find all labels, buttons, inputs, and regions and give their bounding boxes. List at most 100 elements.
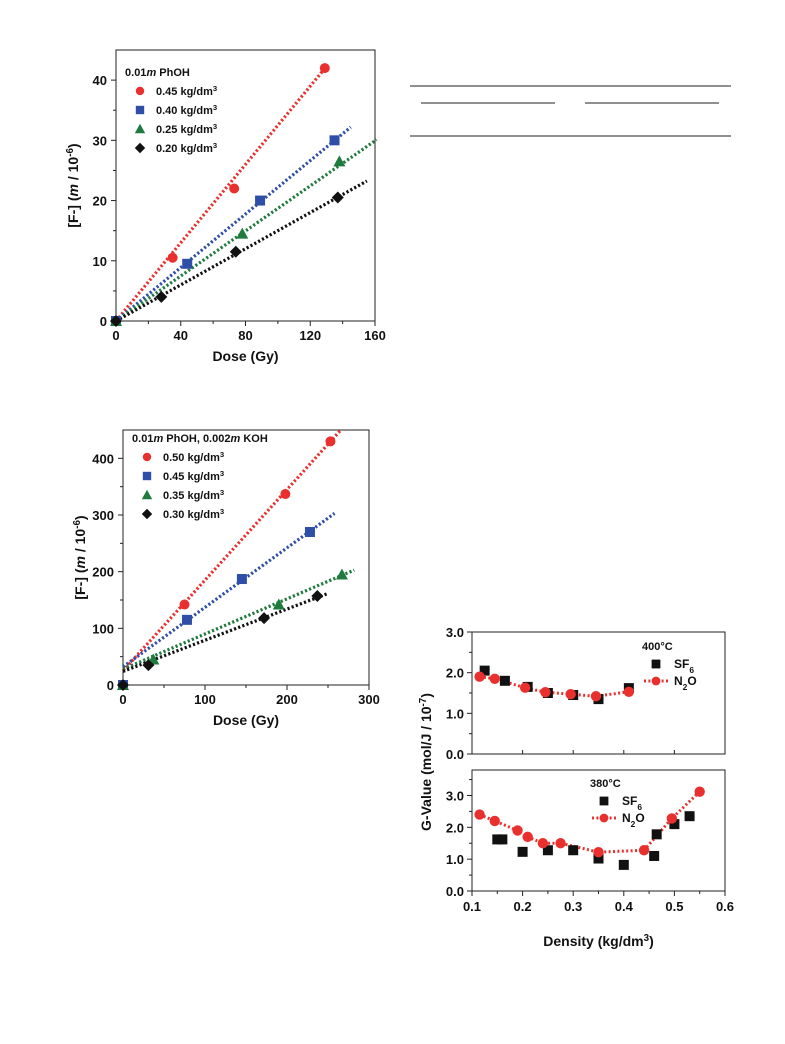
data-point	[638, 845, 650, 856]
data-point	[229, 183, 240, 194]
x-tick-label: 40	[174, 328, 188, 343]
data-point	[669, 819, 680, 830]
x-tick-label: 0	[119, 692, 126, 707]
legend-label: 0.25 kg/dm3	[156, 122, 217, 137]
data-point	[117, 679, 129, 691]
y-tick-label: 0	[100, 314, 107, 329]
legend-marker	[134, 142, 146, 154]
y-axis-label: [F-] (m / 10-6)	[72, 515, 89, 599]
data-point	[182, 258, 193, 269]
x-axis-label: Dose (Gy)	[213, 712, 279, 728]
legend-label: 0.45 kg/dm3	[163, 469, 224, 484]
data-point	[684, 811, 695, 822]
data-point	[593, 846, 604, 858]
data-point	[497, 834, 508, 845]
y-tick-label: 400	[92, 451, 114, 466]
data-point	[142, 659, 155, 672]
data-point	[479, 665, 490, 676]
data-point	[304, 527, 315, 537]
data-point	[110, 315, 122, 327]
data-point	[280, 489, 291, 500]
legend-marker	[141, 489, 153, 500]
legend-title: 0.01m PhOH	[125, 67, 190, 79]
x-tick-label: 0.1	[463, 899, 481, 914]
fit-line	[114, 67, 327, 323]
data-point	[542, 845, 553, 856]
data-point	[474, 809, 485, 820]
x-axis-label: Density (kg/dm3)	[543, 933, 653, 950]
y-axis-label: [F-] (m / 10-6)	[65, 143, 82, 227]
data-point	[540, 686, 551, 698]
legend-marker	[651, 676, 661, 686]
data-point	[537, 838, 549, 849]
data-point	[522, 831, 533, 843]
legend-marker	[651, 659, 661, 669]
data-point	[666, 813, 678, 824]
plot-frame	[122, 429, 370, 686]
x-tick-label: 0	[112, 328, 119, 343]
data-point	[331, 191, 344, 204]
y-tick-label: 100	[92, 621, 114, 636]
data-point	[258, 612, 271, 625]
data-point	[651, 829, 662, 840]
x-tick-label: 300	[358, 692, 380, 707]
data-point	[311, 590, 324, 603]
data-point	[499, 675, 510, 686]
fit-line	[115, 179, 368, 323]
legend-marker	[142, 471, 152, 481]
y-tick-label: 200	[92, 565, 114, 580]
data-point	[512, 825, 523, 836]
data-point	[236, 227, 249, 239]
data-point	[236, 574, 247, 585]
x-tick-label: 120	[299, 328, 321, 343]
data-point	[255, 195, 266, 206]
panel-label: 380°C	[590, 778, 621, 790]
data-point	[329, 135, 340, 146]
data-point	[181, 614, 192, 625]
y-tick-label: 10	[93, 254, 107, 269]
plot-frame	[115, 49, 376, 322]
legend-marker	[135, 105, 145, 115]
x-tick-label: 0.2	[514, 899, 532, 914]
data-point	[593, 853, 604, 864]
x-tick-label: 160	[364, 328, 386, 343]
fit-line	[122, 512, 336, 669]
y-tick-label: 2.0	[446, 666, 464, 681]
data-point	[517, 846, 528, 857]
x-tick-label: 0.5	[665, 899, 683, 914]
data-point	[489, 673, 500, 684]
y-tick-label: 1.0	[446, 852, 464, 867]
data-point	[618, 859, 629, 870]
legend-label: SF6	[674, 657, 694, 675]
data-point	[179, 599, 190, 610]
y-tick-label: 1.0	[446, 706, 464, 721]
y-axis-label: G-Value (mol/J / 10-7)	[418, 693, 435, 831]
y-tick-label: 300	[92, 508, 114, 523]
data-point	[229, 245, 242, 258]
legend-label: 0.20 kg/dm3	[156, 141, 217, 156]
legend-label: 0.35 kg/dm3	[163, 488, 224, 503]
data-point	[565, 689, 576, 700]
data-point	[333, 155, 346, 167]
legend-label: N2O	[674, 674, 697, 692]
y-tick-label: 20	[93, 194, 107, 209]
legend-label: 0.45 kg/dm3	[156, 84, 217, 99]
legend-marker	[134, 123, 146, 134]
fit-line	[115, 138, 378, 323]
fit-line	[122, 591, 329, 673]
legend-label: 0.30 kg/dm3	[163, 507, 224, 522]
data-point	[272, 598, 285, 610]
data-point	[492, 834, 503, 845]
data-point	[623, 686, 635, 697]
data-point	[694, 786, 705, 797]
y-tick-label: 2.0	[446, 820, 464, 835]
y-tick-label: 30	[93, 133, 107, 148]
x-tick-label: 0.6	[716, 899, 734, 914]
legend-label: N2O	[622, 811, 645, 829]
y-tick-label: 3.0	[446, 625, 464, 640]
x-tick-label: 0.4	[615, 899, 634, 914]
fit-curve	[479, 790, 701, 854]
data-point	[155, 290, 168, 303]
legend-marker	[599, 796, 609, 806]
